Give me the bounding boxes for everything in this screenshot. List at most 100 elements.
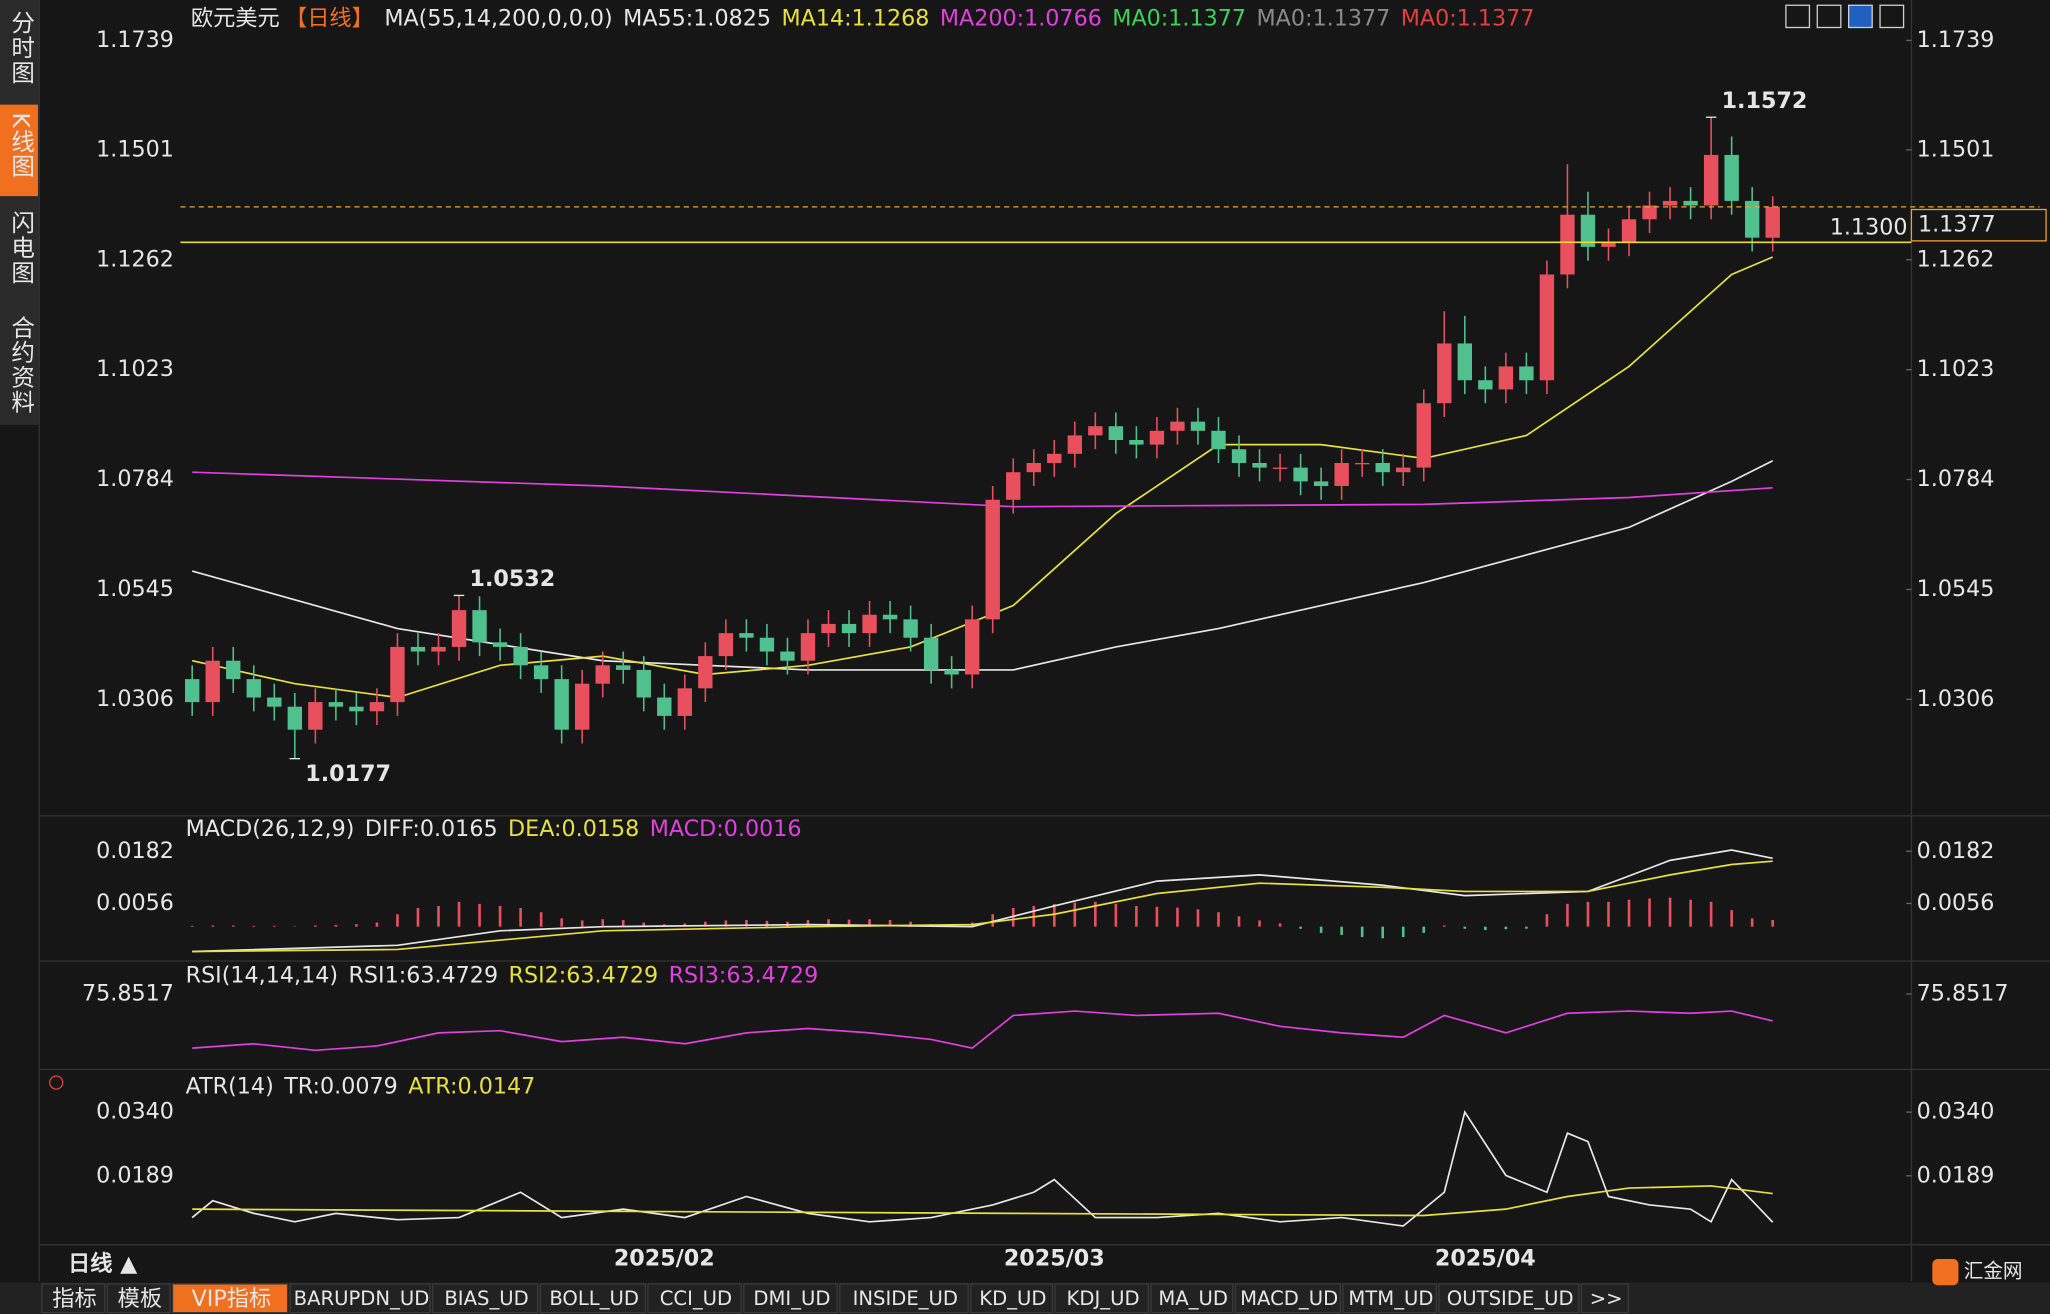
y-tick-label: 1.0545 bbox=[96, 576, 174, 602]
bottom-tab-label: MACD_UD bbox=[1240, 1287, 1338, 1310]
legend-item: MA200:1.0766 bbox=[940, 5, 1102, 31]
indicator-line bbox=[192, 1010, 1773, 1052]
icon[interactable] bbox=[1848, 4, 1873, 29]
legend-item: MA0:1.1377 bbox=[1401, 5, 1535, 31]
candle-body bbox=[492, 642, 508, 647]
candle-body bbox=[308, 702, 323, 730]
bottom-tab[interactable] bbox=[289, 1283, 431, 1314]
candle-body bbox=[1231, 449, 1247, 464]
bottom-tab-label: BIAS_UD bbox=[444, 1287, 528, 1310]
candle-body bbox=[1662, 200, 1678, 206]
y-tick-label: 1.1262 bbox=[96, 246, 174, 272]
sidebar-tab-label: 闪电图 bbox=[7, 210, 35, 285]
sidebar-tab[interactable] bbox=[0, 104, 38, 197]
legend-item: MA55:1.0825 bbox=[623, 5, 771, 31]
legend-item: MA0:1.1377 bbox=[1112, 5, 1246, 31]
period-selector[interactable]: 日线 ▲ bbox=[68, 1250, 138, 1277]
bottom-tab[interactable] bbox=[171, 1283, 289, 1314]
bottom-tab[interactable] bbox=[1150, 1283, 1234, 1314]
indicator-line bbox=[192, 1185, 1773, 1217]
bottom-tab[interactable] bbox=[1342, 1283, 1437, 1314]
logo-icon bbox=[1932, 1259, 1959, 1286]
candle-body bbox=[636, 669, 651, 698]
candle-body bbox=[1354, 463, 1370, 465]
y-tick-label-right: 0.0056 bbox=[1917, 890, 1995, 916]
candle-body bbox=[1560, 214, 1575, 275]
legend-item: DEA:0.0158 bbox=[508, 815, 639, 841]
candle-body bbox=[1683, 200, 1698, 206]
legend-item: ATR(14) bbox=[186, 1073, 274, 1099]
level-label: 1.1300 bbox=[1830, 214, 1908, 240]
bottom-tab[interactable] bbox=[539, 1283, 646, 1314]
candle-body bbox=[1396, 467, 1411, 473]
icon[interactable] bbox=[1816, 4, 1842, 29]
bottom-tab[interactable] bbox=[41, 1283, 106, 1314]
sidebar-tab[interactable] bbox=[0, 2, 38, 100]
legend-item: RSI2:63.4729 bbox=[509, 962, 659, 988]
candle-body bbox=[944, 669, 959, 675]
candle-body bbox=[1437, 343, 1452, 404]
bottom-tab[interactable] bbox=[743, 1283, 838, 1314]
candle-body bbox=[1519, 366, 1534, 381]
candle-body bbox=[821, 623, 836, 634]
candle-body bbox=[287, 706, 303, 730]
legend-item: ATR:0.0147 bbox=[408, 1073, 535, 1099]
bottom-tab[interactable] bbox=[1234, 1283, 1341, 1314]
candle-body bbox=[964, 619, 980, 675]
bottom-tab-label: INSIDE_UD bbox=[853, 1287, 958, 1310]
candle-body bbox=[1252, 463, 1267, 468]
icon[interactable] bbox=[1785, 4, 1811, 29]
bottom-tab-label: CCI_UD bbox=[660, 1287, 732, 1310]
y-tick-label: 1.0784 bbox=[96, 466, 174, 492]
legend: 欧元美元 【日线】 MA(55,14,200,0,0,0) MA55:1.0825 MA… bbox=[191, 5, 1535, 31]
legend: MACD(26,12,9) DIFF:0.0165 DEA:0.0158 MACD:0… bbox=[186, 815, 802, 841]
x-tick-label: 2025/02 bbox=[614, 1246, 715, 1272]
candle-body bbox=[451, 610, 467, 647]
indicator-icon[interactable] bbox=[49, 1075, 64, 1090]
sidebar-tab[interactable] bbox=[0, 202, 38, 300]
candle-body bbox=[328, 702, 344, 707]
bottom-tab-label: DMI_UD bbox=[753, 1287, 830, 1310]
candle-body bbox=[184, 679, 200, 703]
y-tick-label-right: 1.0784 bbox=[1917, 466, 1995, 492]
icon[interactable] bbox=[1879, 4, 1905, 29]
candle-body bbox=[1375, 463, 1390, 473]
bottom-tab[interactable] bbox=[106, 1283, 171, 1314]
bottom-tab[interactable] bbox=[1054, 1283, 1150, 1314]
bottom-tab[interactable] bbox=[970, 1283, 1054, 1314]
y-tick-label: 75.8517 bbox=[82, 980, 174, 1006]
bottom-tab[interactable] bbox=[647, 1283, 742, 1314]
toolbar-icons bbox=[1785, 4, 1905, 29]
x-tick-label: 2025/03 bbox=[1004, 1246, 1105, 1272]
candle-body bbox=[1724, 154, 1739, 201]
y-tick-label-right: 0.0182 bbox=[1917, 838, 1995, 864]
legend: ATR(14) TR:0.0079 ATR:0.0147 bbox=[186, 1073, 536, 1099]
candle-body bbox=[739, 633, 754, 638]
candle-body bbox=[1006, 472, 1021, 500]
x-tick-label: 2025/04 bbox=[1435, 1246, 1536, 1272]
bottom-tab[interactable] bbox=[1580, 1283, 1629, 1314]
candle-body bbox=[718, 633, 734, 657]
candle-body bbox=[923, 637, 939, 670]
symbol: 欧元美元 bbox=[191, 5, 280, 31]
bottom-tab-label: BOLL_UD bbox=[549, 1287, 639, 1310]
bottom-tab[interactable] bbox=[432, 1283, 539, 1314]
last-price-box bbox=[1910, 208, 2047, 242]
bottom-tab-label: MA_UD bbox=[1158, 1287, 1228, 1310]
candle-body bbox=[841, 623, 857, 634]
candle-body bbox=[410, 646, 426, 652]
sidebar-tab[interactable] bbox=[0, 307, 38, 423]
candle-body bbox=[1642, 205, 1657, 220]
candle-body bbox=[657, 697, 672, 716]
bottom-tab-label: OUTSIDE_UD bbox=[1447, 1287, 1574, 1310]
bottom-tab[interactable] bbox=[1438, 1283, 1580, 1314]
extreme-label: 1.1572 bbox=[1722, 88, 1808, 114]
candle-body bbox=[1498, 366, 1514, 390]
candle-body bbox=[1047, 453, 1062, 464]
candle-body bbox=[677, 688, 693, 716]
candle-body bbox=[472, 610, 487, 643]
bottom-tab[interactable] bbox=[839, 1283, 969, 1314]
candle-body bbox=[985, 499, 1000, 620]
